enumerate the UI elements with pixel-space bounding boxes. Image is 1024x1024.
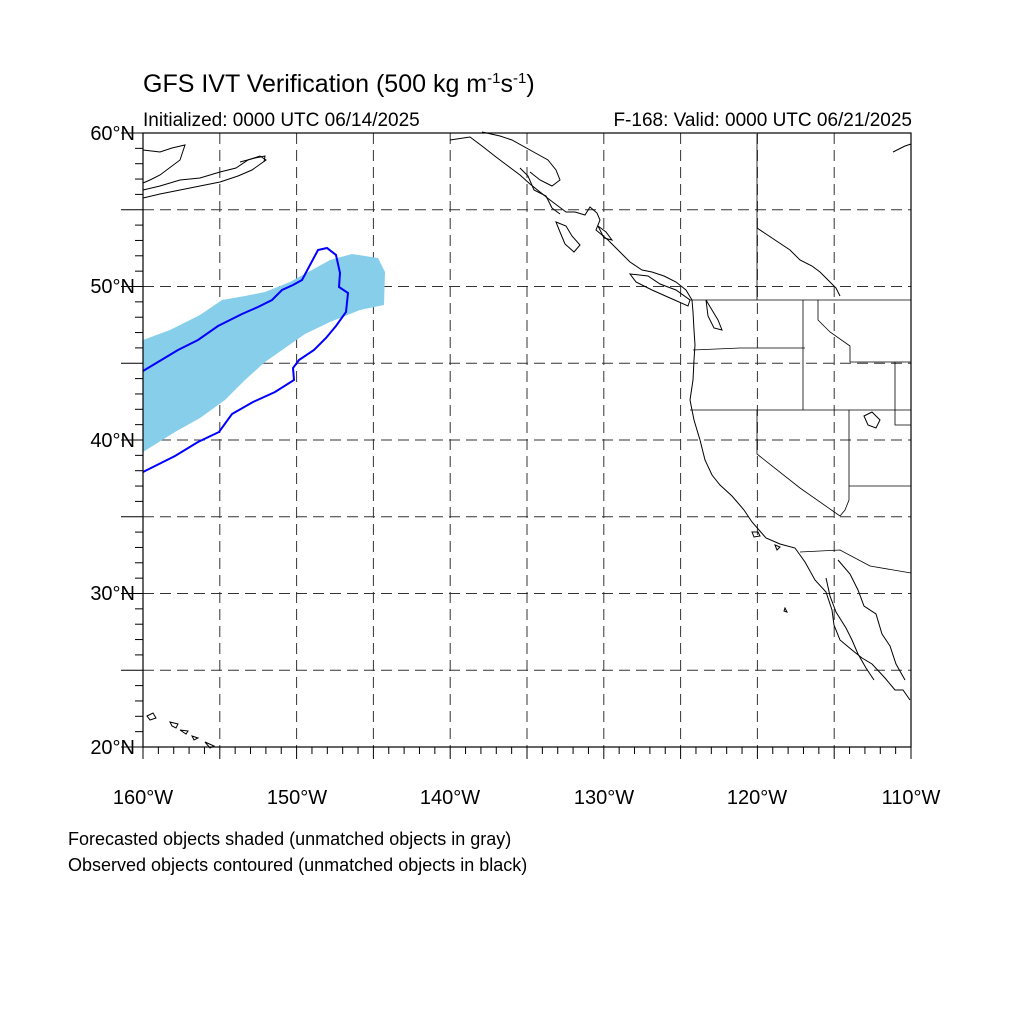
observed-note: Observed objects contoured (unmatched ob…	[68, 855, 528, 875]
forecast-note: Forecasted objects shaded (unmatched obj…	[68, 829, 512, 849]
lon-label-130w: 130°W	[574, 787, 634, 809]
forecast-object	[143, 254, 385, 452]
lat-label-60: 60°N	[90, 123, 135, 145]
map-title: GFS IVT Verification (500 kg m-1s-1)	[143, 70, 535, 98]
lat-label-50: 50°N	[90, 276, 135, 298]
initialized-time: Initialized: 0000 UTC 06/14/2025	[143, 110, 420, 131]
lon-label-120w: 120°W	[727, 787, 787, 809]
lon-label-160w: 160°W	[113, 787, 173, 809]
observed-object	[142, 246, 350, 473]
state-borders	[690, 134, 912, 574]
lat-label-40: 40°N	[90, 430, 135, 452]
valid-time: F-168: Valid: 0000 UTC 06/21/2025	[613, 110, 912, 131]
legend-notes: Forecasted objects shaded (unmatched obj…	[68, 826, 527, 878]
lon-label-150w: 150°W	[267, 787, 327, 809]
lon-label-140w: 140°W	[420, 787, 480, 809]
grid-lines	[143, 133, 911, 747]
lat-label-20: 20°N	[90, 737, 135, 759]
lon-label-110w: 110°W	[882, 787, 941, 809]
axis-ticks	[121, 132, 912, 759]
coastlines	[142, 131, 912, 749]
lat-label-30: 30°N	[90, 583, 135, 605]
